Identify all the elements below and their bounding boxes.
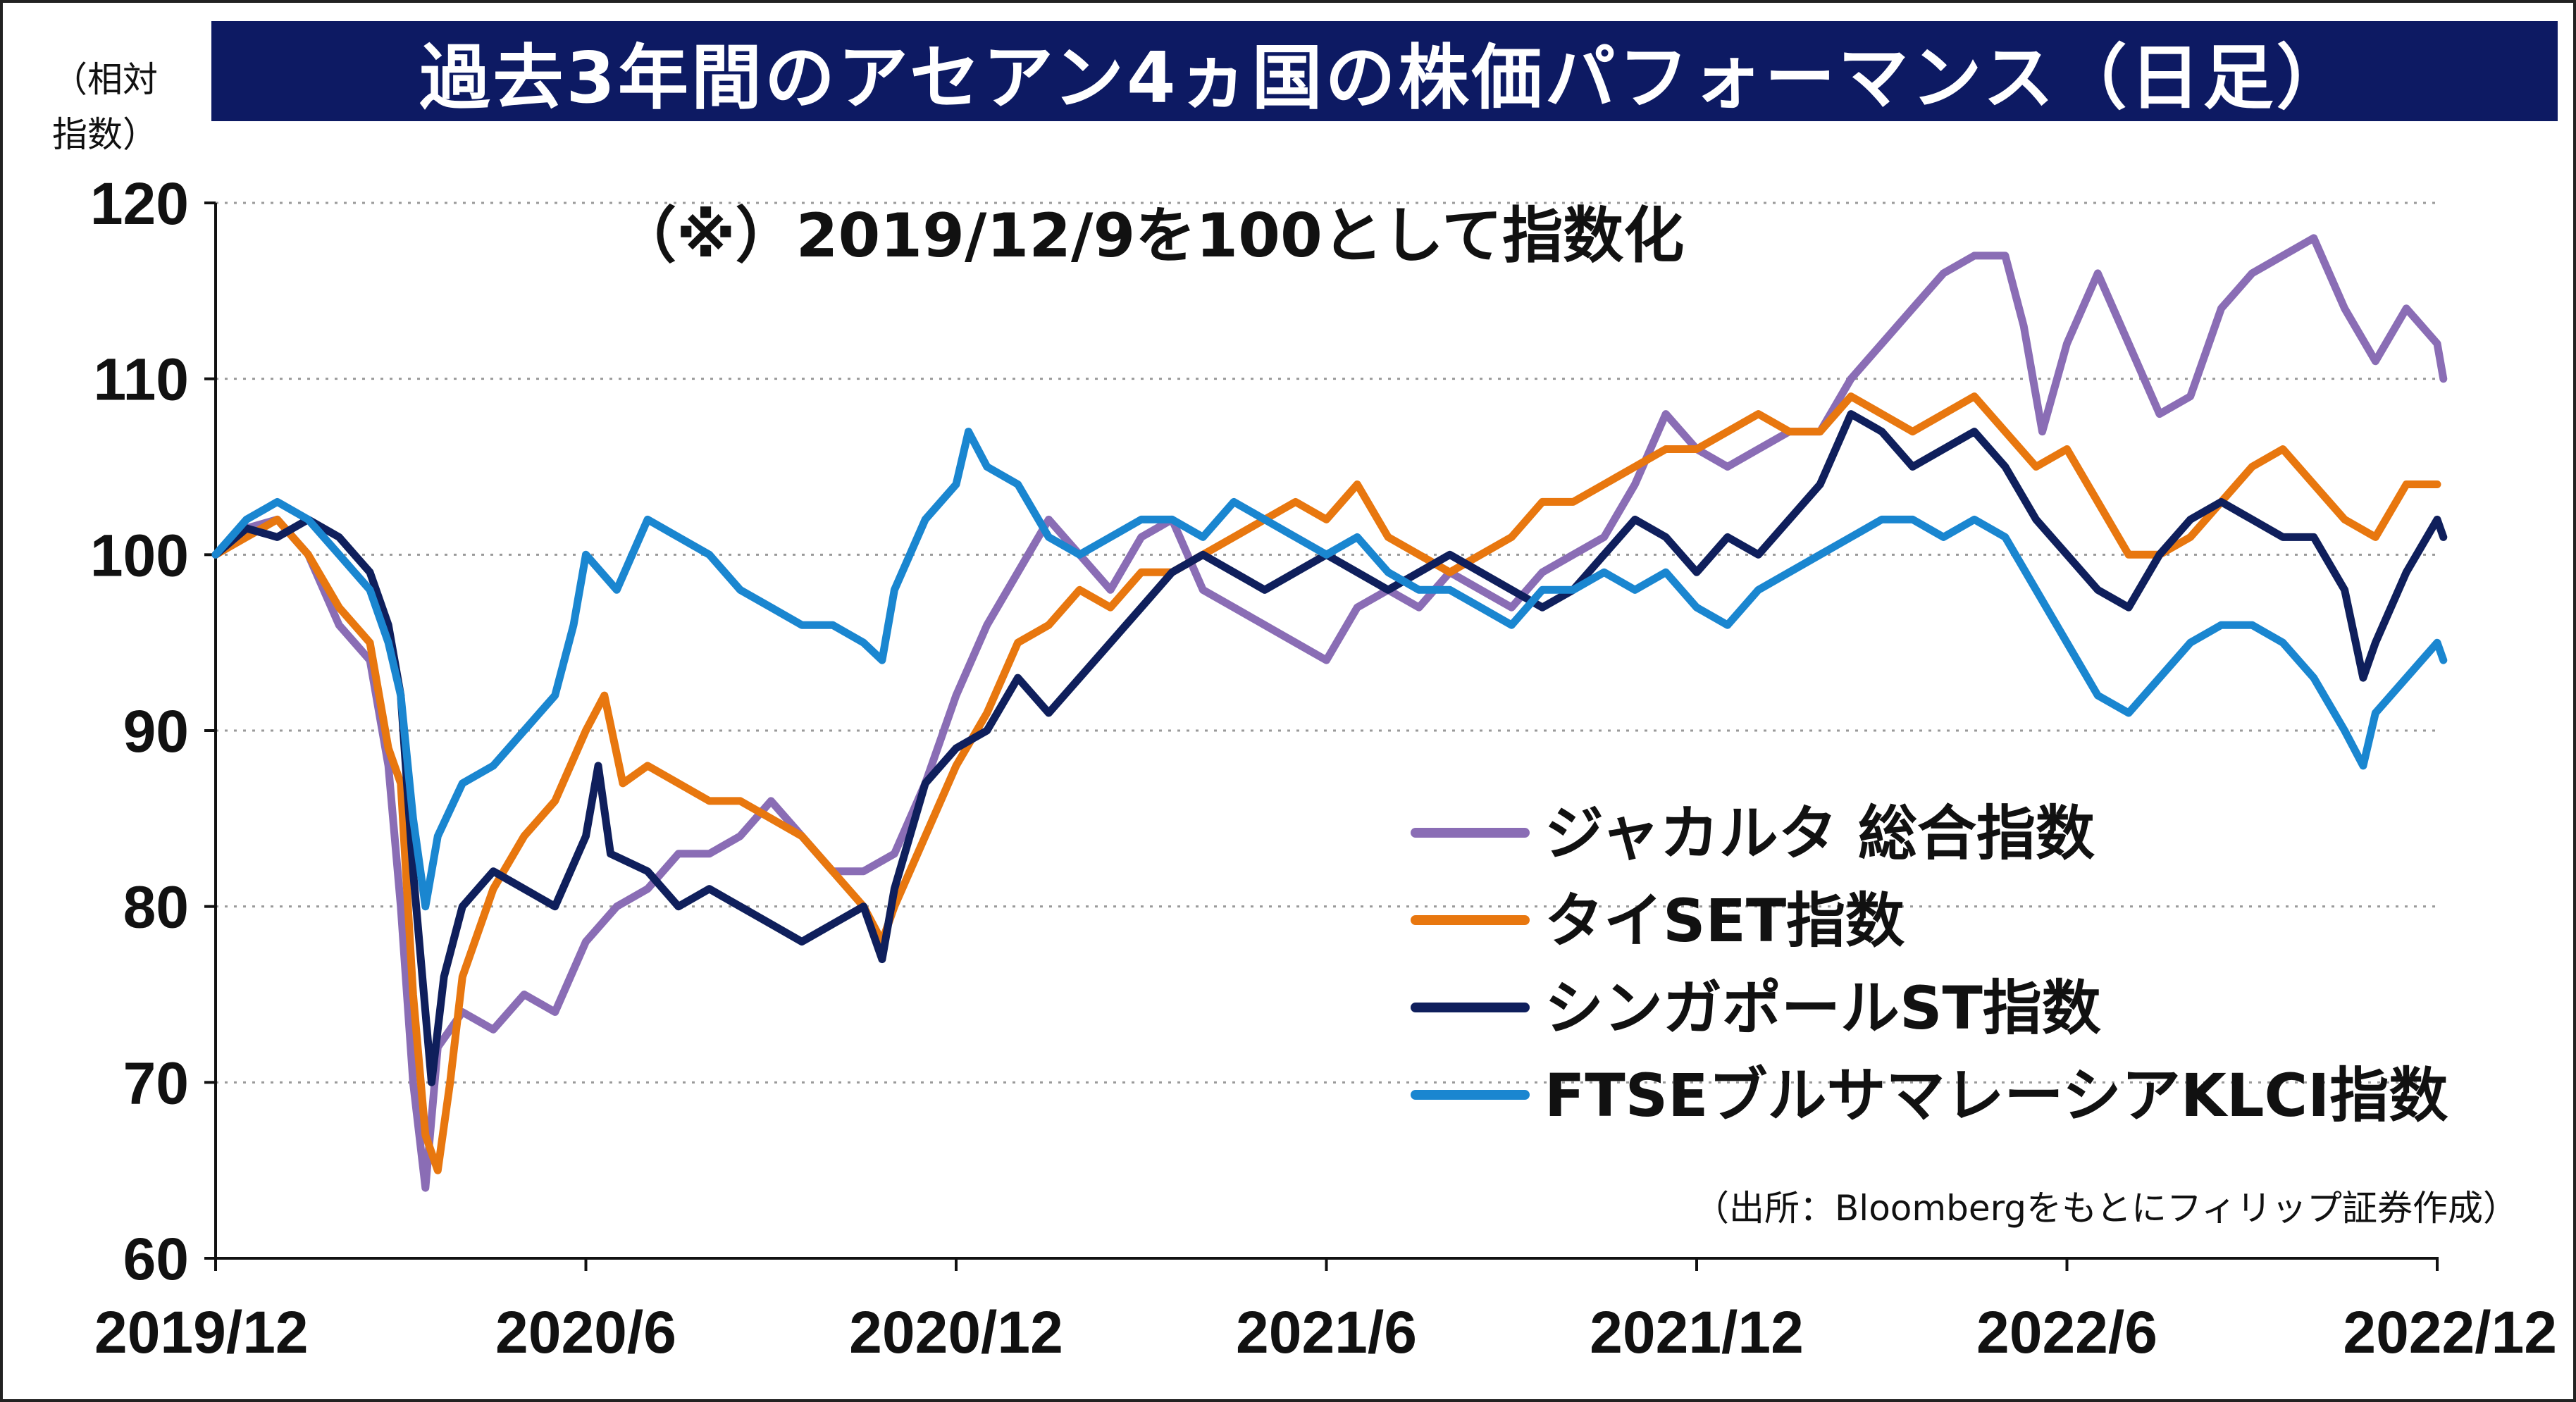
y-tick-label-90: 90 bbox=[123, 698, 189, 764]
source-note: （出所：Bloombergをもとにフィリップ証券作成） bbox=[1694, 1188, 2518, 1229]
x-tick-label-3: 2021/6 bbox=[1236, 1299, 1417, 1365]
legend-label-1: タイSET指数 bbox=[1544, 886, 1905, 955]
x-tick-label-1: 2020/6 bbox=[495, 1299, 676, 1365]
x-tick-label-0: 2019/12 bbox=[94, 1299, 309, 1365]
legend-label-0: ジャカルタ 総合指数 bbox=[1544, 799, 2095, 868]
gridlines bbox=[216, 201, 2437, 1084]
x-axis-ticks: 2019/12 2020/6 2020/12 2021/6 2021/12 2022/6 2… bbox=[94, 1258, 2557, 1365]
series-line-0 bbox=[211, 234, 2448, 1192]
series-line-3 bbox=[211, 428, 2448, 911]
y-tick-label-70: 70 bbox=[123, 1050, 189, 1116]
y-tick-label-80: 80 bbox=[123, 874, 189, 941]
y-axis-unit-label: （相対 指数） bbox=[52, 59, 158, 155]
x-tick-label-5: 2022/6 bbox=[1976, 1299, 2157, 1365]
x-tick-label-4: 2021/12 bbox=[1590, 1299, 1804, 1365]
series-line-1 bbox=[211, 392, 2441, 1174]
legend-label-2: シンガポールST指数 bbox=[1544, 974, 2101, 1043]
y-axis-ticks: 60 70 80 90 100 110 120 bbox=[90, 170, 216, 1292]
series-lines bbox=[211, 234, 2448, 1192]
series-line-2 bbox=[211, 410, 2448, 1086]
y-tick-label-110: 110 bbox=[93, 347, 189, 413]
y-tick-label-120: 120 bbox=[90, 170, 189, 237]
chart-title: 過去3年間のアセアン4ヵ国の株価パフォーマンス（日足） bbox=[211, 21, 2558, 121]
y-tick-label-100: 100 bbox=[90, 522, 189, 588]
index-note: （※）2019/12/9を100として指数化 bbox=[616, 201, 1684, 271]
y-tick-label-60: 60 bbox=[123, 1226, 189, 1292]
x-tick-label-2: 2020/12 bbox=[849, 1299, 1063, 1365]
legend-label-3: FTSEブルサマレーシアKLCI指数 bbox=[1544, 1061, 2448, 1130]
x-tick-label-6: 2022/12 bbox=[2343, 1299, 2557, 1365]
